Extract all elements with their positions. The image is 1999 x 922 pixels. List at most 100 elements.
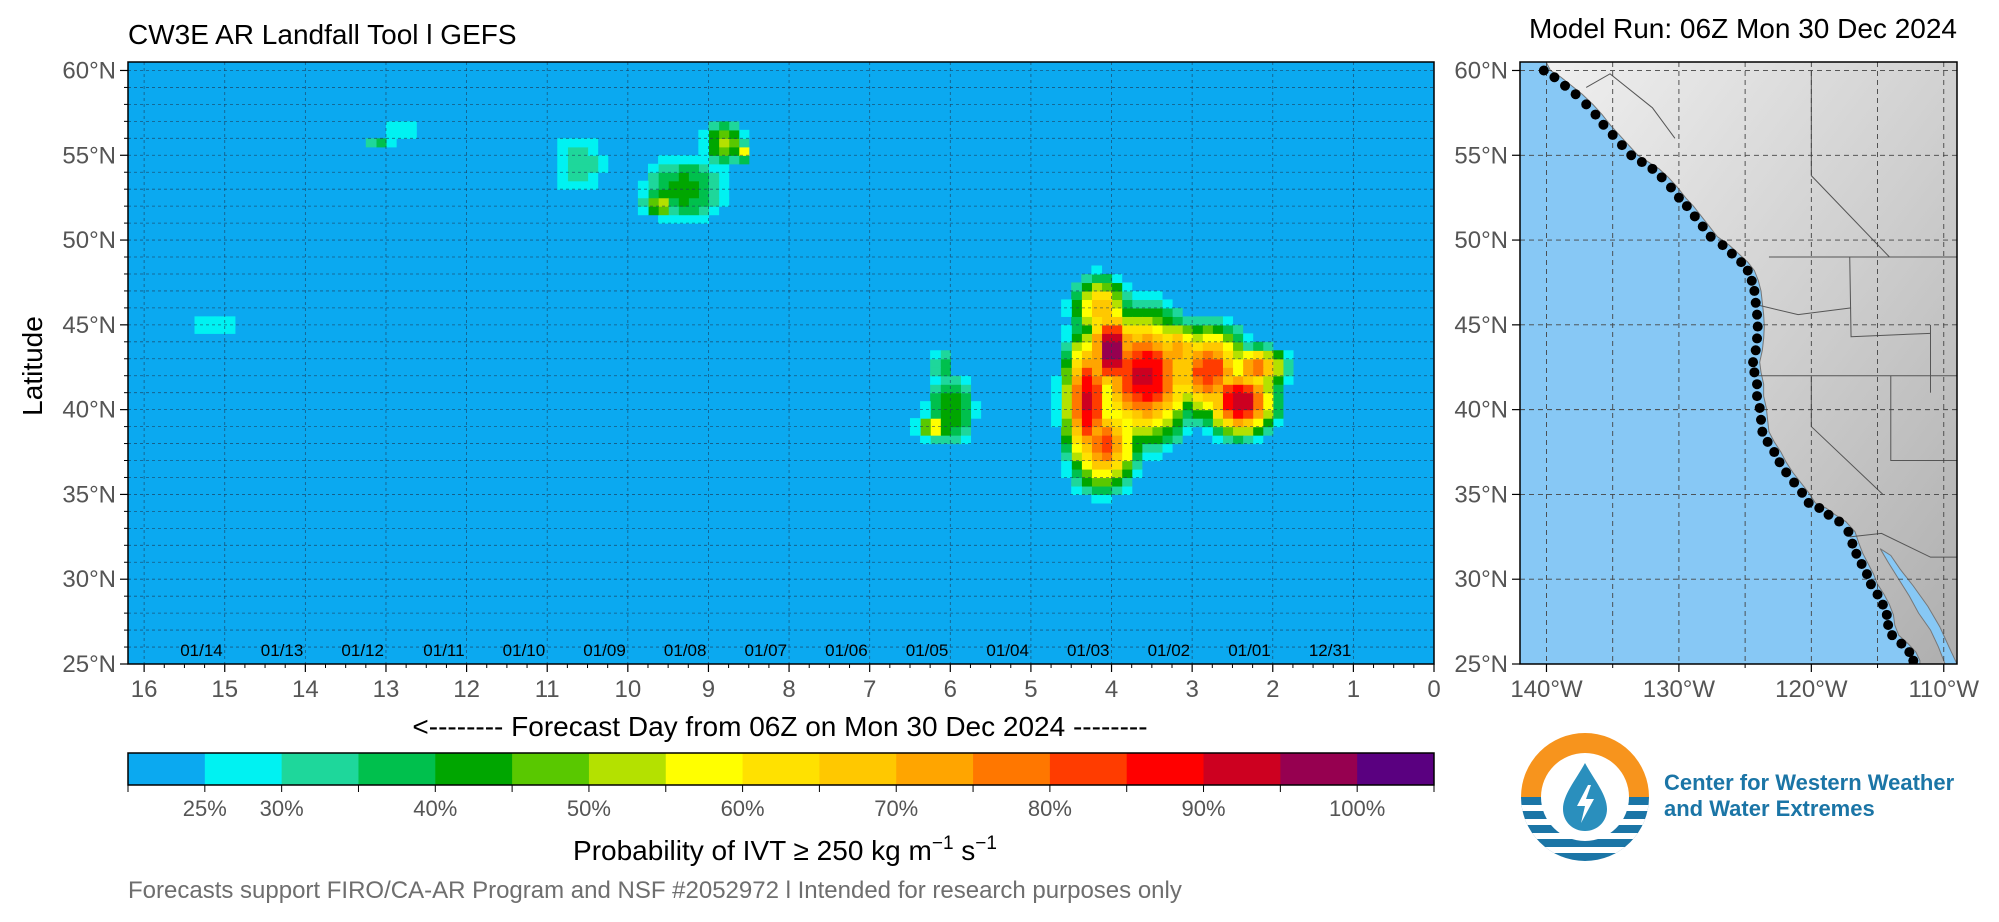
map-y-tick-label: 25°N [1454, 651, 1508, 678]
probability-cell [1111, 452, 1123, 462]
probability-cell [930, 435, 941, 445]
probability-cell [557, 180, 568, 190]
landfall-point [1746, 275, 1757, 286]
probability-cell [1071, 460, 1082, 470]
probability-cell [647, 206, 659, 216]
probability-cell [385, 121, 397, 131]
probability-cell [930, 401, 941, 411]
colorbar-tick-label: 90% [1182, 796, 1226, 821]
probability-cell [1202, 341, 1213, 351]
probability-cell [1141, 452, 1153, 462]
landfall-point [1673, 192, 1684, 203]
probability-cell [1242, 392, 1254, 402]
probability-cell [375, 138, 387, 148]
probability-cell [668, 163, 679, 173]
probability-cell [1131, 299, 1143, 309]
landfall-point [1847, 538, 1858, 549]
date-label: 01/10 [503, 641, 546, 660]
probability-cell [1101, 435, 1113, 445]
probability-cell [678, 189, 689, 199]
probability-cell [678, 206, 689, 216]
probability-cell [1141, 367, 1153, 377]
probability-cell [970, 401, 982, 411]
probability-cell [637, 197, 649, 207]
probability-cell [1272, 358, 1284, 368]
probability-cell [1091, 307, 1103, 317]
probability-cell [1242, 367, 1254, 377]
probability-cell [1121, 477, 1133, 487]
probability-cell [1212, 401, 1223, 411]
probability-cell [940, 384, 951, 394]
landfall-point [1752, 333, 1763, 344]
map-y-tick-label: 55°N [1454, 142, 1508, 169]
probability-cell [1171, 384, 1183, 394]
probability-cell [1202, 384, 1213, 394]
probability-cell [668, 214, 679, 224]
probability-cell [1232, 324, 1244, 334]
probability-cell [1161, 350, 1173, 360]
probability-cell [1252, 375, 1264, 385]
landfall-point [1616, 140, 1627, 151]
probability-cell [1091, 358, 1103, 368]
probability-cell [688, 163, 699, 173]
probability-cell [1121, 282, 1133, 292]
probability-cell [950, 401, 961, 411]
colorbar-label: Probability of IVT ≥ 250 kg m−1 s−1 [573, 833, 997, 866]
probability-cell [1262, 367, 1274, 377]
probability-cell [718, 189, 730, 199]
probability-cell [1272, 392, 1284, 402]
probability-cell [1071, 350, 1082, 360]
probability-cell [708, 121, 720, 131]
probability-cell [1252, 435, 1264, 445]
probability-cell [1121, 307, 1133, 317]
probability-cell [1051, 401, 1062, 411]
model-run-label: Model Run: 06Z Mon 30 Dec 2024 [1529, 13, 1957, 44]
probability-cell [1081, 341, 1092, 351]
colorbar-tick-label: 30% [260, 796, 304, 821]
probability-cell [1222, 333, 1234, 343]
probability-cell [1111, 333, 1123, 343]
probability-cell [1192, 409, 1203, 419]
probability-cell [1071, 367, 1082, 377]
probability-cell [728, 155, 740, 165]
probability-cell [224, 324, 236, 334]
probability-cell [1071, 299, 1082, 309]
probability-cell [1111, 468, 1123, 479]
probability-cell [1171, 324, 1183, 334]
probability-cell [1101, 401, 1113, 411]
probability-cell [597, 163, 609, 173]
probability-cell [1131, 307, 1143, 317]
colorbar: 25% 30% 40% 50% 60% 70% 80% 90% 100% [127, 752, 1435, 821]
probability-cell [698, 138, 710, 148]
probability-cell [1212, 409, 1223, 419]
probability-cell [1051, 392, 1062, 402]
probability-cell [930, 350, 941, 360]
probability-cell [950, 426, 961, 436]
probability-cell [1242, 358, 1254, 368]
probability-cell [1101, 494, 1113, 504]
probability-cell [1182, 392, 1193, 402]
probability-cell [930, 367, 941, 377]
heatmap-gridlines [128, 62, 1434, 664]
landfall-point [1757, 426, 1768, 437]
probability-cell [1121, 468, 1133, 479]
probability-cell [1182, 426, 1193, 436]
probability-cell [557, 172, 568, 182]
probability-cell [658, 180, 669, 190]
landfall-point [1750, 297, 1761, 308]
probability-cell [1061, 452, 1072, 462]
probability-cell [1151, 341, 1163, 351]
probability-cell [688, 206, 699, 216]
landfall-point [1834, 516, 1845, 527]
probability-cell [1252, 350, 1264, 360]
landfall-point [1887, 630, 1898, 641]
probability-cell [214, 324, 226, 334]
probability-cell [1081, 460, 1092, 470]
x-tick-label: 6 [944, 676, 957, 703]
probability-cell [1161, 333, 1173, 343]
probability-cell [396, 121, 407, 131]
probability-cell [1141, 299, 1153, 309]
colorbar-tick-label: 50% [567, 796, 611, 821]
probability-cell [1151, 409, 1163, 419]
probability-cell [909, 418, 921, 428]
